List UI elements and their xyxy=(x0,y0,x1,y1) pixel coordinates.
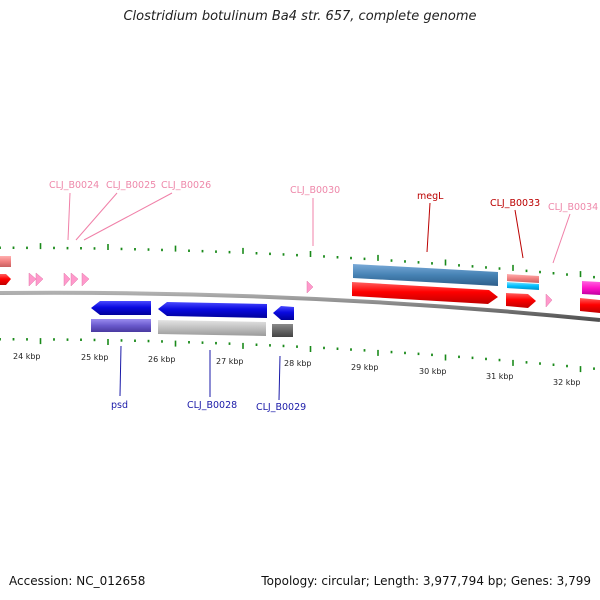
gene-label-clj-b0025: CLJ_B0025 xyxy=(106,180,156,191)
scale-label-31: 31 kbp xyxy=(486,372,514,381)
gene-arrow-small-pink-3 xyxy=(63,272,71,287)
genome-summary-text: Topology: circular; Length: 3,977,794 bp… xyxy=(261,574,591,588)
outer-tick-row xyxy=(0,243,595,279)
scale-label-24: 24 kbp xyxy=(13,352,41,361)
accession-text: Accession: NC_012658 xyxy=(9,574,146,588)
gene-box-clj-b0033 xyxy=(507,274,539,283)
scale-label-26: 26 kbp xyxy=(148,355,176,364)
gene-arrow-clj-b0028 xyxy=(158,302,267,318)
gene-arrow-left-red xyxy=(0,274,11,285)
gene-label-psd: psd xyxy=(111,400,128,411)
map-title: Clostridium botulinum Ba4 str. 657, comp… xyxy=(123,9,477,24)
gene-label-clj-b0028: CLJ_B0028 xyxy=(187,400,237,411)
gene-arrow-small-pink-1 xyxy=(28,272,37,287)
gene-arrow-clj-b0029 xyxy=(273,306,294,320)
leader-clj-b0034 xyxy=(552,213,571,264)
gene-arrow-clj-b0034 xyxy=(545,293,553,308)
gene-box-right-magenta xyxy=(582,281,600,295)
leader-clj-b0024 xyxy=(67,192,71,241)
leader-clj-b0033 xyxy=(514,209,524,259)
leader-psd xyxy=(119,345,122,397)
gene-box-clj-b0033-cyan xyxy=(507,282,539,290)
gene-arrow-small-pink-5 xyxy=(81,272,90,287)
gene-arrow-right-red xyxy=(580,298,600,313)
leader-clj-b0025 xyxy=(75,192,118,241)
gene-arrow-small-pink-2 xyxy=(35,272,44,287)
leader-clj-b0029 xyxy=(278,355,281,401)
scale-label-29: 29 kbp xyxy=(351,363,379,372)
scale-label-27: 27 kbp xyxy=(216,357,244,366)
gene-label-clj-b0030: CLJ_B0030 xyxy=(290,185,340,196)
scale-label-32: 32 kbp xyxy=(553,378,581,387)
scale-label-30: 30 kbp xyxy=(419,367,447,376)
gene-arrow-megl xyxy=(352,282,498,304)
gene-box-left-salmon xyxy=(0,256,11,267)
leader-clj-b0026 xyxy=(83,192,173,241)
gene-label-clj-b0024: CLJ_B0024 xyxy=(49,180,99,191)
leader-megl xyxy=(426,202,431,253)
scale-label-25: 25 kbp xyxy=(81,353,109,362)
gene-box-clj-b0028 xyxy=(158,320,266,336)
gene-box-megl xyxy=(353,264,498,286)
gene-label-clj-b0034: CLJ_B0034 xyxy=(548,202,598,213)
genome-backbone xyxy=(0,290,600,322)
gene-label-clj-b0026: CLJ_B0026 xyxy=(161,180,211,191)
gene-arrow-clj-b0033 xyxy=(506,293,536,308)
inner-tick-row xyxy=(0,338,595,373)
gene-arrow-clj-b0030 xyxy=(306,280,314,294)
gene-box-psd xyxy=(91,319,151,332)
gene-arrow-small-pink-4 xyxy=(70,272,79,287)
gene-label-megl: megL xyxy=(417,191,444,202)
gene-box-clj-b0029 xyxy=(272,324,293,337)
scale-label-28: 28 kbp xyxy=(284,359,312,368)
gene-arrow-psd xyxy=(91,301,151,315)
gene-label-clj-b0033: CLJ_B0033 xyxy=(490,198,540,209)
gene-label-clj-b0029: CLJ_B0029 xyxy=(256,402,306,413)
